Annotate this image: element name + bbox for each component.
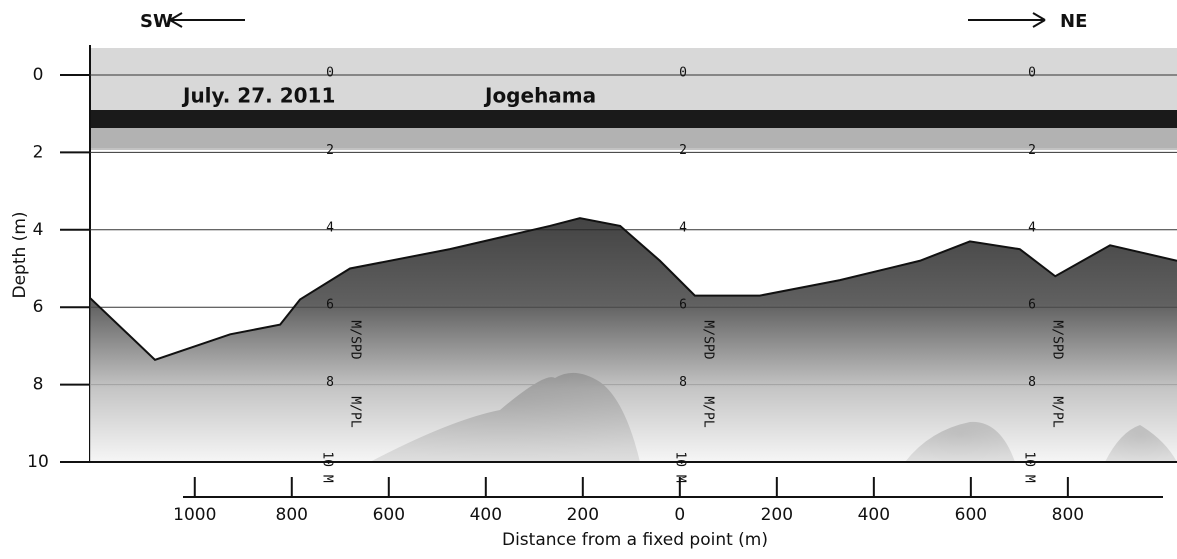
x-tick-label: 800	[276, 505, 308, 525]
y-tick-label: 6	[33, 297, 44, 317]
x-tick-label: 400	[858, 505, 890, 525]
record-depth-label: 4	[326, 220, 334, 235]
record-depth-label: 8	[326, 375, 334, 390]
x-tick-label: 400	[470, 505, 502, 525]
annotation: M/SPD	[348, 320, 363, 359]
annotation: 10 M	[320, 451, 335, 482]
seabed-shade	[90, 218, 1177, 462]
transducer-band	[90, 110, 1177, 128]
y-tick-label: 10	[27, 452, 49, 472]
record-depth-label: 0	[326, 66, 334, 81]
record-depth-label: 8	[1028, 375, 1036, 390]
annotation: M/PL	[348, 396, 363, 427]
record-depth-label: 8	[679, 375, 687, 390]
annotation: 10 M	[673, 451, 688, 482]
record-depth-label: 0	[679, 66, 687, 81]
record-depth-label: 0	[1028, 66, 1036, 81]
y-tick-label: 2	[33, 142, 44, 162]
record-depth-label: 4	[1028, 220, 1036, 235]
arrow	[169, 12, 245, 28]
annotation: 10 M	[1022, 451, 1037, 482]
x-tick-label: 0	[674, 505, 685, 525]
annotation: M/SPD	[1050, 320, 1065, 359]
chart-title: Jogehama	[483, 84, 596, 108]
annotation: M/PL	[1050, 396, 1065, 427]
direction-label: NE	[1060, 11, 1087, 32]
annotation: M/SPD	[701, 320, 716, 359]
record-depth-label: 2	[1028, 143, 1036, 158]
x-tick-label: 600	[373, 505, 405, 525]
record-depth-label: 2	[326, 143, 334, 158]
date-label: July. 27. 2011	[181, 84, 335, 108]
arrow	[968, 12, 1046, 28]
y-axis-label: Depth (m)	[10, 211, 30, 298]
record-depth-label: 6	[679, 298, 687, 313]
record-depth-label: 6	[1028, 298, 1036, 313]
record-depth-label: 4	[679, 220, 687, 235]
annotation: M/PL	[701, 396, 716, 427]
y-tick-label: 8	[33, 375, 44, 395]
x-tick-label: 200	[761, 505, 793, 525]
x-tick-label: 800	[1052, 505, 1084, 525]
y-tick-label: 0	[33, 65, 44, 85]
x-axis-label: Distance from a fixed point (m)	[502, 530, 768, 550]
x-tick-label: 200	[567, 505, 599, 525]
direction-label: SW	[140, 11, 173, 32]
record-depth-label: 2	[679, 143, 687, 158]
record-depth-label: 6	[326, 298, 334, 313]
y-tick-label: 4	[33, 220, 44, 240]
surface-noise	[90, 128, 1177, 150]
seabed-line	[89, 217, 1177, 361]
x-tick-label: 1000	[173, 505, 216, 525]
x-tick-label: 600	[955, 505, 987, 525]
